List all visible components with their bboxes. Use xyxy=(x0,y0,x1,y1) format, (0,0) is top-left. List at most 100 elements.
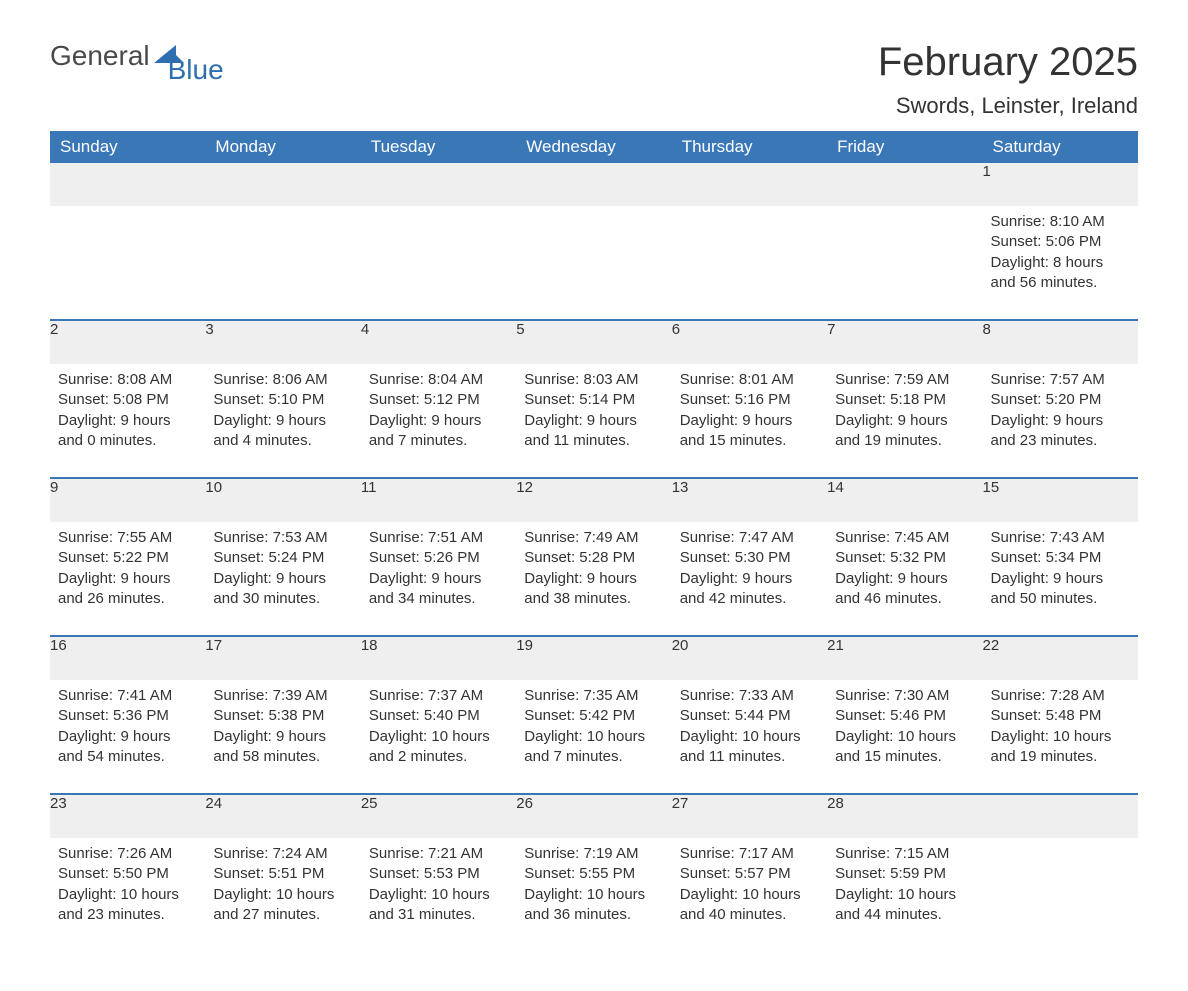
day-number-cell: 25 xyxy=(361,794,516,838)
day-details-cell: Sunrise: 7:19 AMSunset: 5:55 PMDaylight:… xyxy=(516,838,671,951)
day-number-cell xyxy=(50,163,205,206)
day-number-cell: 22 xyxy=(983,636,1138,680)
detail-day1: Daylight: 9 hours xyxy=(524,569,663,589)
detail-sunrise: Sunrise: 7:57 AM xyxy=(991,370,1130,390)
day-details-cell: Sunrise: 7:28 AMSunset: 5:48 PMDaylight:… xyxy=(983,680,1138,794)
detail-day2: and 34 minutes. xyxy=(369,589,508,609)
detail-day2: and 36 minutes. xyxy=(524,905,663,925)
day-number-cell: 21 xyxy=(827,636,982,680)
detail-day1: Daylight: 10 hours xyxy=(835,885,974,905)
detail-sunset: Sunset: 5:40 PM xyxy=(369,706,508,726)
detail-day2: and 31 minutes. xyxy=(369,905,508,925)
day-details-cell: Sunrise: 7:37 AMSunset: 5:40 PMDaylight:… xyxy=(361,680,516,794)
day-number-cell xyxy=(205,163,360,206)
detail-day2: and 0 minutes. xyxy=(58,431,197,451)
weekday-header: Sunday xyxy=(50,131,205,163)
detail-day1: Daylight: 10 hours xyxy=(369,885,508,905)
calendar-table: Sunday Monday Tuesday Wednesday Thursday… xyxy=(50,131,1138,951)
day-details-cell: Sunrise: 7:35 AMSunset: 5:42 PMDaylight:… xyxy=(516,680,671,794)
detail-sunrise: Sunrise: 8:04 AM xyxy=(369,370,508,390)
day-number-cell xyxy=(983,794,1138,838)
detail-day2: and 11 minutes. xyxy=(680,747,819,767)
day-number-row: 1 xyxy=(50,163,1138,206)
weekday-header: Saturday xyxy=(983,131,1138,163)
day-details-cell: Sunrise: 7:26 AMSunset: 5:50 PMDaylight:… xyxy=(50,838,205,951)
day-details-row: Sunrise: 7:26 AMSunset: 5:50 PMDaylight:… xyxy=(50,838,1138,951)
weekday-header-row: Sunday Monday Tuesday Wednesday Thursday… xyxy=(50,131,1138,163)
detail-sunset: Sunset: 5:59 PM xyxy=(835,864,974,884)
detail-sunrise: Sunrise: 7:53 AM xyxy=(213,528,352,548)
detail-sunset: Sunset: 5:14 PM xyxy=(524,390,663,410)
day-number-cell: 23 xyxy=(50,794,205,838)
day-details-cell: Sunrise: 7:41 AMSunset: 5:36 PMDaylight:… xyxy=(50,680,205,794)
detail-day2: and 44 minutes. xyxy=(835,905,974,925)
day-number-cell: 26 xyxy=(516,794,671,838)
detail-day2: and 56 minutes. xyxy=(991,273,1130,293)
day-details-cell: Sunrise: 7:57 AMSunset: 5:20 PMDaylight:… xyxy=(983,364,1138,478)
detail-day2: and 46 minutes. xyxy=(835,589,974,609)
day-number-cell xyxy=(672,163,827,206)
day-details-cell: Sunrise: 7:53 AMSunset: 5:24 PMDaylight:… xyxy=(205,522,360,636)
day-details-cell: Sunrise: 7:49 AMSunset: 5:28 PMDaylight:… xyxy=(516,522,671,636)
detail-day2: and 15 minutes. xyxy=(680,431,819,451)
detail-sunrise: Sunrise: 8:08 AM xyxy=(58,370,197,390)
detail-sunrise: Sunrise: 7:35 AM xyxy=(524,686,663,706)
detail-sunset: Sunset: 5:12 PM xyxy=(369,390,508,410)
detail-day1: Daylight: 9 hours xyxy=(680,569,819,589)
day-details-cell: Sunrise: 7:43 AMSunset: 5:34 PMDaylight:… xyxy=(983,522,1138,636)
detail-day2: and 54 minutes. xyxy=(58,747,197,767)
day-details-cell xyxy=(361,206,516,320)
day-details-cell: Sunrise: 7:17 AMSunset: 5:57 PMDaylight:… xyxy=(672,838,827,951)
day-details-row: Sunrise: 8:10 AMSunset: 5:06 PMDaylight:… xyxy=(50,206,1138,320)
day-number-row: 16171819202122 xyxy=(50,636,1138,680)
detail-day1: Daylight: 9 hours xyxy=(835,411,974,431)
day-details-cell: Sunrise: 7:55 AMSunset: 5:22 PMDaylight:… xyxy=(50,522,205,636)
detail-day2: and 2 minutes. xyxy=(369,747,508,767)
detail-day1: Daylight: 9 hours xyxy=(58,411,197,431)
detail-day2: and 19 minutes. xyxy=(835,431,974,451)
day-details-cell: Sunrise: 8:10 AMSunset: 5:06 PMDaylight:… xyxy=(983,206,1138,320)
day-details-cell: Sunrise: 7:47 AMSunset: 5:30 PMDaylight:… xyxy=(672,522,827,636)
detail-day2: and 30 minutes. xyxy=(213,589,352,609)
header: General Blue February 2025 Swords, Leins… xyxy=(50,40,1138,119)
detail-day2: and 38 minutes. xyxy=(524,589,663,609)
day-number-cell: 15 xyxy=(983,478,1138,522)
day-number-cell xyxy=(516,163,671,206)
day-details-cell xyxy=(50,206,205,320)
detail-day2: and 50 minutes. xyxy=(991,589,1130,609)
detail-sunrise: Sunrise: 7:33 AM xyxy=(680,686,819,706)
detail-sunrise: Sunrise: 7:15 AM xyxy=(835,844,974,864)
detail-day2: and 40 minutes. xyxy=(680,905,819,925)
day-number-cell: 7 xyxy=(827,320,982,364)
detail-sunset: Sunset: 5:24 PM xyxy=(213,548,352,568)
detail-sunrise: Sunrise: 7:41 AM xyxy=(58,686,197,706)
day-details-cell xyxy=(205,206,360,320)
day-number-cell: 20 xyxy=(672,636,827,680)
detail-sunset: Sunset: 5:22 PM xyxy=(58,548,197,568)
day-number-row: 232425262728 xyxy=(50,794,1138,838)
detail-sunrise: Sunrise: 7:39 AM xyxy=(213,686,352,706)
detail-day1: Daylight: 10 hours xyxy=(835,727,974,747)
detail-sunset: Sunset: 5:44 PM xyxy=(680,706,819,726)
day-number-cell: 24 xyxy=(205,794,360,838)
day-details-cell: Sunrise: 7:30 AMSunset: 5:46 PMDaylight:… xyxy=(827,680,982,794)
day-number-cell: 9 xyxy=(50,478,205,522)
day-number-row: 9101112131415 xyxy=(50,478,1138,522)
weekday-header: Monday xyxy=(205,131,360,163)
day-details-cell xyxy=(672,206,827,320)
day-number-cell: 13 xyxy=(672,478,827,522)
detail-sunset: Sunset: 5:18 PM xyxy=(835,390,974,410)
day-details-row: Sunrise: 7:41 AMSunset: 5:36 PMDaylight:… xyxy=(50,680,1138,794)
detail-day2: and 15 minutes. xyxy=(835,747,974,767)
logo: General Blue xyxy=(50,40,242,72)
detail-sunset: Sunset: 5:42 PM xyxy=(524,706,663,726)
detail-day1: Daylight: 9 hours xyxy=(369,411,508,431)
day-number-cell xyxy=(827,163,982,206)
detail-sunrise: Sunrise: 8:01 AM xyxy=(680,370,819,390)
detail-sunset: Sunset: 5:34 PM xyxy=(991,548,1130,568)
day-number-cell: 18 xyxy=(361,636,516,680)
detail-day1: Daylight: 10 hours xyxy=(524,727,663,747)
weekday-header: Wednesday xyxy=(516,131,671,163)
detail-sunrise: Sunrise: 7:59 AM xyxy=(835,370,974,390)
day-details-cell: Sunrise: 8:06 AMSunset: 5:10 PMDaylight:… xyxy=(205,364,360,478)
